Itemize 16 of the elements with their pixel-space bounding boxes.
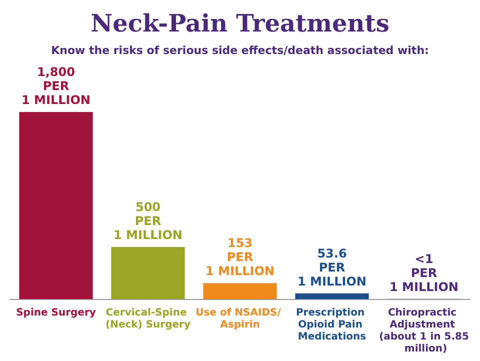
x-tick-label: Spine Surgery [16,308,96,318]
bar [111,247,185,299]
chart-subtitle: Know the risks of serious side effects/death associated with: [51,44,429,57]
data-label: 500 PER 1 MILLION [114,200,182,242]
x-tick-label: Chiropractic Adjustment (about 1 in 5.85 million) [379,308,469,354]
data-label: 153 PER 1 MILLION [206,236,274,278]
bar [295,293,369,299]
x-tick-label: Cervical-Spine (Neck) Surgery [106,308,191,330]
data-label: 53.6 PER 1 MILLION [298,246,366,288]
data-label: 1,800 PER 1 MILLION [22,65,90,107]
data-label: <1 PER 1 MILLION [390,252,458,294]
x-tick-label: Use of NSAIDS/ Aspirin [196,308,284,330]
chart-title: Neck-Pain Treatments [90,8,390,38]
bar [19,112,93,299]
x-tick-label: Prescription Opioid Pain Medications [296,308,368,342]
bar [203,283,277,299]
